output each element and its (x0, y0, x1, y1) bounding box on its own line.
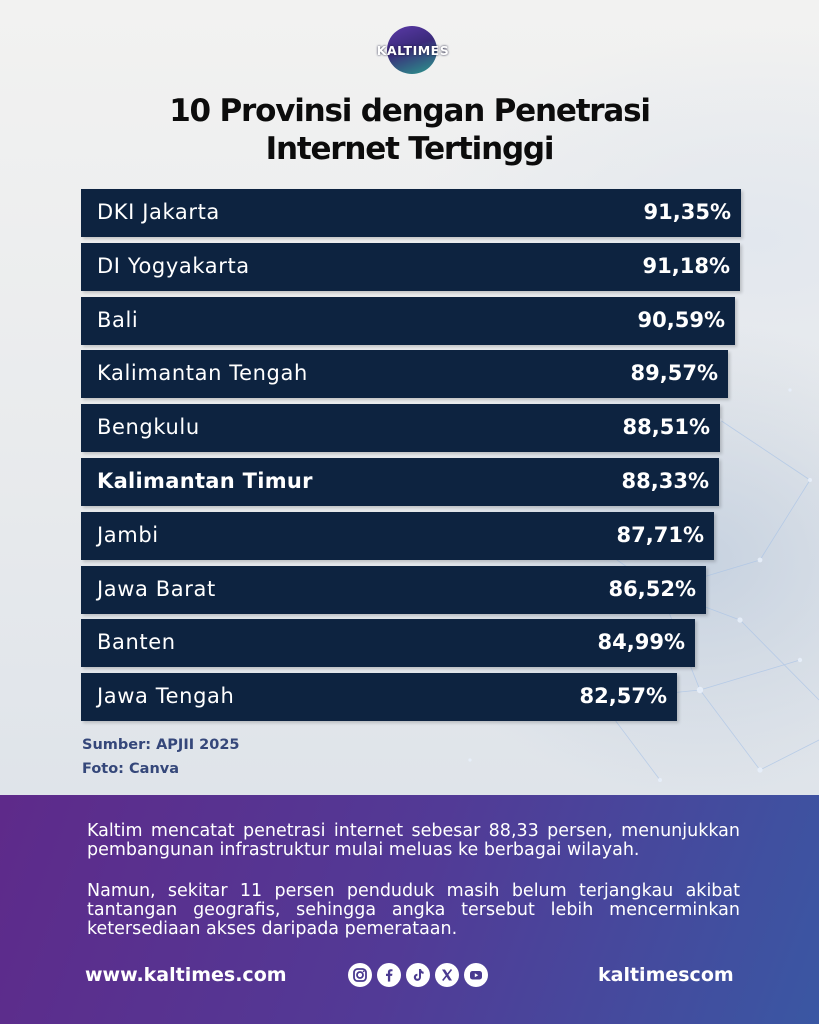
source-text: Sumber: APJII 2025 (82, 737, 240, 753)
bar-category-label: Banten (97, 630, 176, 654)
bar-value-label: 84,99% (597, 630, 685, 654)
bar-category-label: DI Yogyakarta (97, 254, 250, 278)
bar-category-label: Bali (97, 308, 139, 332)
bar-category-label: Jawa Barat (97, 577, 216, 601)
bar-chart: DKI Jakarta 91,35% DI Yogyakarta 91,18% Bali… (81, 189, 761, 724)
bar-category-label: Kalimantan Timur (97, 469, 313, 493)
page-title-line-1: 10 Provinsi dengan Penetrasi (169, 93, 651, 129)
youtube-icon[interactable] (464, 963, 488, 987)
x-icon[interactable] (435, 963, 459, 987)
bar-value-label: 90,59% (637, 308, 725, 332)
website-link[interactable]: www.kaltimes.com (85, 964, 287, 986)
bar-di-yogyakarta: DI Yogyakarta 91,18% (81, 243, 740, 291)
logo-orb-icon (387, 26, 437, 74)
social-handle: kaltimescom (598, 964, 734, 986)
bar-value-label: 89,57% (630, 361, 718, 385)
bar-bengkulu: Bengkulu 88,51% (81, 404, 720, 452)
bar-dki-jakarta: DKI Jakarta 91,35% (81, 189, 741, 237)
bar-kalimantan-tengah: Kalimantan Tengah 89,57% (81, 350, 728, 398)
bar-banten: Banten 84,99% (81, 619, 695, 667)
instagram-icon[interactable] (348, 963, 372, 987)
bar-jambi: Jambi 87,71% (81, 512, 714, 560)
bar-category-label: DKI Jakarta (97, 200, 220, 224)
bar-category-label: Kalimantan Tengah (97, 361, 308, 385)
bar-jawa-tengah: Jawa Tengah 82,57% (81, 673, 677, 721)
logo-text: KALTIMES (376, 43, 450, 58)
bar-bali: Bali 90,59% (81, 297, 735, 345)
tiktok-icon[interactable] (406, 963, 430, 987)
bar-value-label: 88,51% (622, 415, 710, 439)
bar-kalimantan-timur: Kalimantan Timur 88,33% (81, 458, 719, 506)
facebook-icon[interactable] (377, 963, 401, 987)
bar-value-label: 91,18% (642, 254, 730, 278)
info-panel (0, 795, 819, 1024)
page-title-line-2: Internet Tertinggi (265, 131, 555, 167)
photo-credit: Foto: Canva (82, 761, 180, 777)
bar-value-label: 87,71% (616, 523, 704, 547)
bar-jawa-barat: Jawa Barat 86,52% (81, 566, 706, 614)
bar-category-label: Jambi (97, 523, 159, 547)
bar-category-label: Bengkulu (97, 415, 200, 439)
bar-value-label: 88,33% (621, 469, 709, 493)
bar-value-label: 91,35% (643, 200, 731, 224)
bar-value-label: 86,52% (608, 577, 696, 601)
kaltimes-logo: KALTIMES (370, 26, 456, 74)
body-paragraph-1: Kaltim mencatat penetrasi internet sebes… (87, 821, 740, 860)
bar-category-label: Jawa Tengah (97, 684, 235, 708)
bar-value-label: 82,57% (579, 684, 667, 708)
body-paragraph-2: Namun, sekitar 11 persen penduduk masih … (87, 881, 740, 939)
